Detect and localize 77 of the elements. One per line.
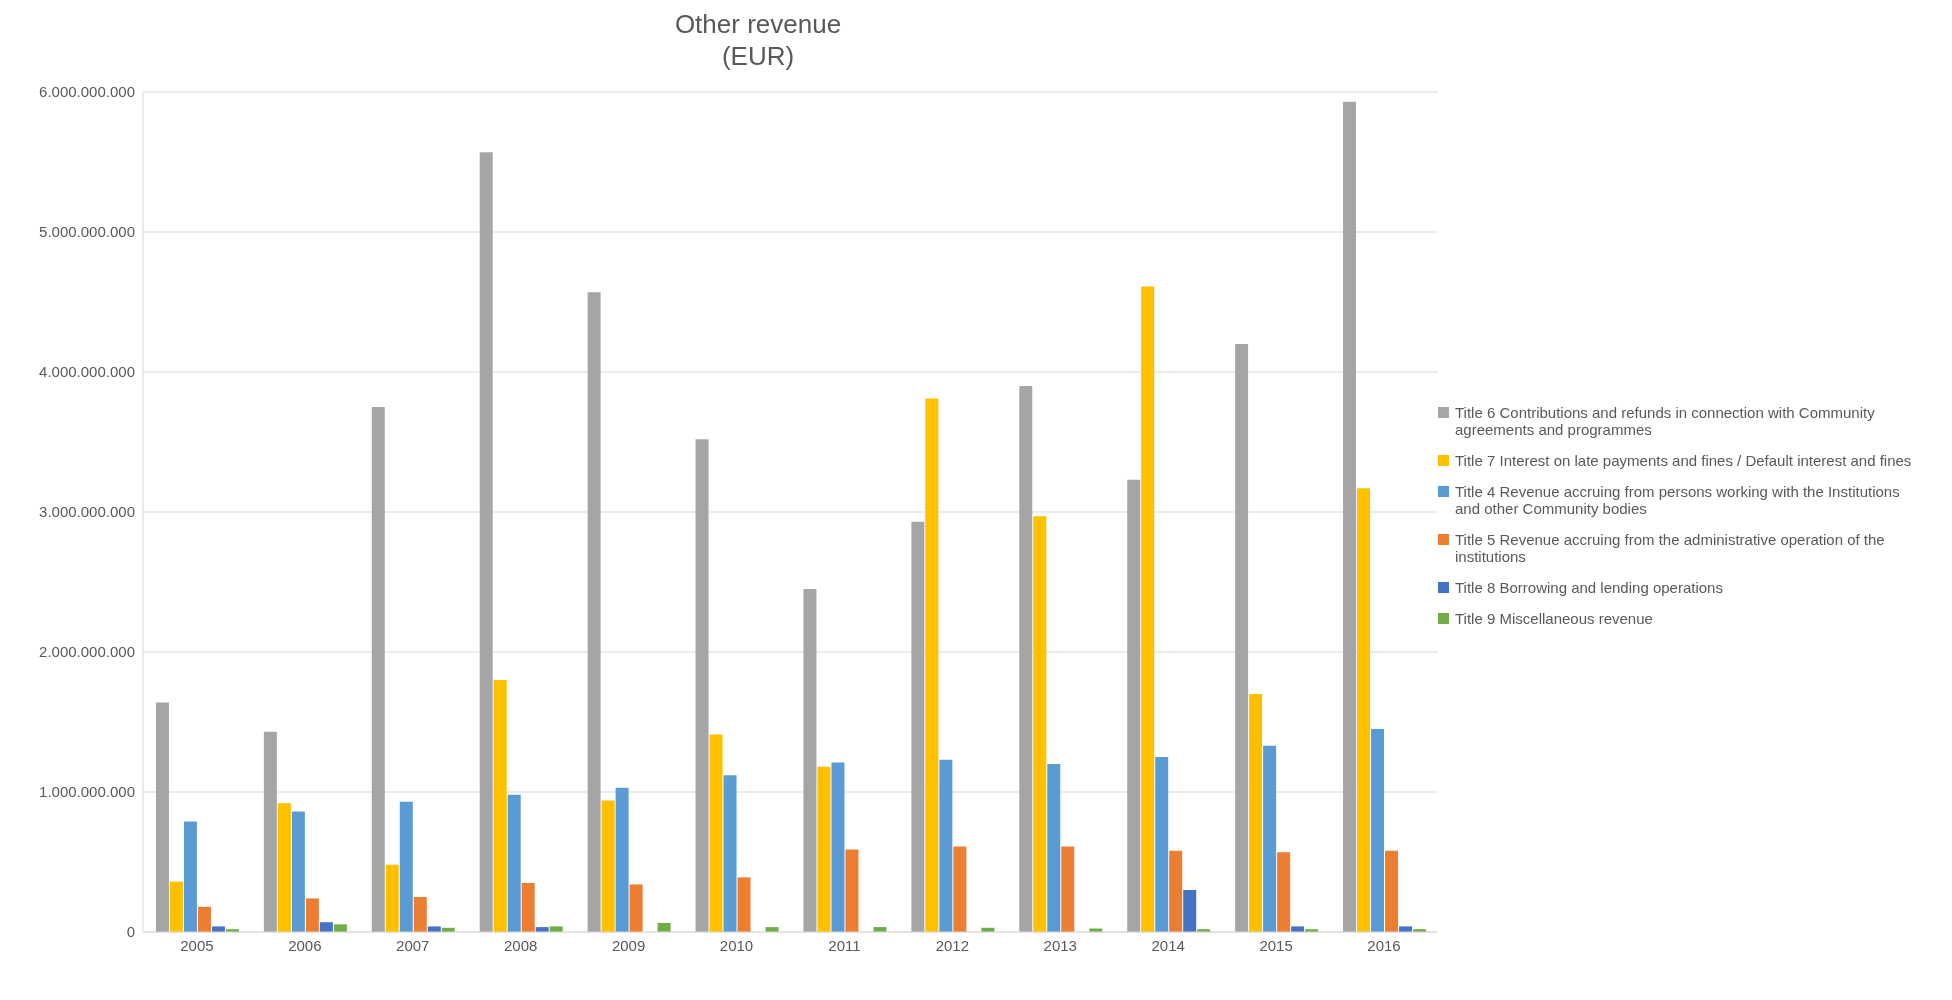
bar bbox=[1155, 757, 1169, 932]
bar bbox=[1343, 101, 1357, 932]
bar bbox=[305, 898, 319, 932]
bar bbox=[723, 775, 737, 932]
bar bbox=[263, 731, 277, 932]
x-tick-label: 2016 bbox=[1367, 936, 1401, 954]
bar bbox=[319, 922, 333, 932]
legend-label: Title 8 Borrowing and lending operations bbox=[1455, 578, 1723, 596]
bar bbox=[803, 589, 817, 932]
bar bbox=[183, 821, 197, 932]
y-tick-label: 3.000.000.000 bbox=[39, 503, 135, 521]
bar bbox=[629, 884, 643, 932]
bar bbox=[479, 152, 493, 932]
bar bbox=[709, 734, 723, 932]
x-tick-label: 2007 bbox=[396, 936, 430, 954]
bar bbox=[413, 897, 427, 932]
x-tick-label: 2010 bbox=[719, 936, 754, 954]
legend-label: Title 9 Miscellaneous revenue bbox=[1455, 609, 1653, 627]
bar bbox=[333, 924, 347, 932]
bar bbox=[1141, 286, 1155, 932]
bar bbox=[1385, 850, 1399, 932]
bar bbox=[1235, 344, 1249, 932]
bar bbox=[615, 787, 629, 932]
chart-title: Other revenue (EUR) bbox=[673, 8, 843, 72]
y-tick-label: 2.000.000.000 bbox=[39, 643, 135, 661]
bar bbox=[1047, 764, 1061, 932]
y-tick-label: 0 bbox=[126, 923, 135, 941]
y-tick-label: 6.000.000.000 bbox=[39, 83, 135, 101]
x-tick-label: 2006 bbox=[288, 936, 322, 954]
bar bbox=[371, 407, 385, 932]
bar bbox=[1277, 852, 1291, 932]
bar bbox=[277, 803, 291, 932]
bar bbox=[845, 849, 859, 932]
x-tick-label: 2014 bbox=[1151, 936, 1185, 954]
bar bbox=[399, 801, 413, 932]
bar bbox=[817, 766, 831, 932]
y-tick-label: 1.000.000.000 bbox=[39, 783, 135, 801]
x-tick-label: 2008 bbox=[504, 936, 538, 954]
bar bbox=[953, 846, 967, 932]
x-tick-label: 2015 bbox=[1259, 936, 1293, 954]
bar bbox=[197, 906, 211, 932]
bar bbox=[1183, 890, 1197, 932]
bar bbox=[155, 702, 169, 932]
x-tick-label: 2012 bbox=[935, 936, 970, 954]
bar bbox=[911, 521, 925, 932]
bar bbox=[1371, 729, 1385, 932]
bar bbox=[1061, 846, 1075, 932]
bar bbox=[169, 881, 183, 932]
bar bbox=[695, 439, 709, 932]
bar bbox=[737, 877, 751, 932]
bar bbox=[1263, 745, 1277, 932]
x-tick-label: 2011 bbox=[828, 936, 861, 954]
x-tick-label: 2013 bbox=[1043, 936, 1077, 954]
bar bbox=[1019, 386, 1033, 932]
bar bbox=[1357, 488, 1371, 932]
bar bbox=[1249, 694, 1263, 932]
bar bbox=[939, 759, 953, 932]
y-tick-label: 5.000.000.000 bbox=[39, 223, 135, 241]
bar bbox=[521, 883, 535, 932]
bar bbox=[1127, 479, 1141, 932]
legend-label: Title 4 Revenue accruing from persons working with the Institutions and other Community bodies bbox=[1455, 482, 1901, 517]
legend-label: Title 6 Contributions and refunds in connection with Community agreements and programmes bbox=[1455, 403, 1876, 438]
bar bbox=[1033, 516, 1047, 932]
legend-label: Title 7 Interest on late payments and fines / Default interest and fines bbox=[1455, 451, 1912, 469]
x-tick-label: 2009 bbox=[611, 936, 646, 954]
bar bbox=[601, 800, 615, 932]
bar bbox=[507, 794, 521, 932]
bar bbox=[831, 762, 845, 932]
y-tick-label: 4.000.000.000 bbox=[39, 363, 135, 381]
bar bbox=[385, 864, 399, 932]
bar bbox=[493, 680, 507, 932]
x-tick-label: 2005 bbox=[180, 936, 214, 954]
bar bbox=[587, 292, 601, 932]
bar bbox=[291, 811, 305, 932]
bar bbox=[925, 398, 939, 932]
bar bbox=[1169, 850, 1183, 932]
legend-label: Title 5 Revenue accruing from the administrative operation of the institutions bbox=[1455, 530, 1886, 565]
